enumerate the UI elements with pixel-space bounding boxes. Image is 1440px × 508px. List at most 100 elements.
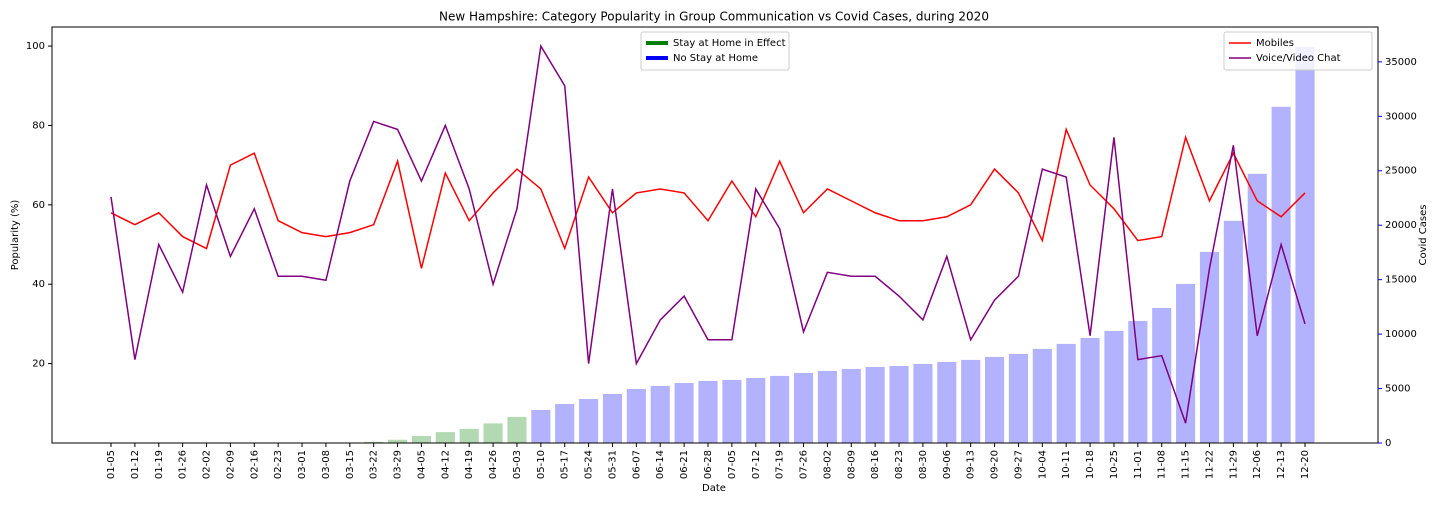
x-tick-label: 10-04: [1037, 450, 1048, 479]
x-tick-label: 11-29: [1228, 450, 1239, 479]
x-tick-label: 03-22: [369, 450, 380, 479]
y-tick-label: 100: [26, 41, 45, 52]
bar: [865, 366, 885, 443]
bar: [1008, 353, 1028, 443]
y-tick-label: 80: [32, 120, 45, 131]
y-tick-label: 20: [32, 359, 45, 370]
bar: [1247, 173, 1267, 443]
x-tick-label: 09-27: [1013, 450, 1024, 479]
x-tick-label: 06-21: [679, 450, 690, 479]
x-tick-label: 07-19: [775, 450, 786, 479]
plot-frame: [51, 26, 1379, 444]
bar: [435, 432, 455, 443]
bar: [770, 375, 790, 443]
bar: [507, 416, 527, 443]
bar: [746, 377, 766, 443]
x-tick-label: 07-12: [751, 450, 762, 479]
y-tick-label: 60: [32, 200, 45, 211]
bar: [1056, 343, 1076, 443]
x-tick-label: 05-17: [560, 450, 571, 479]
bar: [1104, 330, 1124, 443]
x-tick-label: 01-12: [130, 450, 141, 479]
bar: [937, 361, 957, 443]
x-tick-label: 05-10: [536, 450, 547, 479]
x-tick-label: 04-26: [488, 450, 499, 479]
bar: [650, 385, 670, 443]
bar: [411, 436, 431, 443]
bar: [1080, 337, 1100, 443]
bar: [961, 359, 981, 443]
bar: [722, 379, 742, 443]
x-tick-label: 02-16: [249, 450, 260, 479]
bar: [459, 428, 479, 443]
bar: [626, 388, 646, 443]
bar: [1199, 251, 1220, 443]
x-tick-label: 04-19: [464, 450, 475, 479]
x-tick-label: 05-31: [607, 450, 618, 479]
bar: [1271, 106, 1291, 443]
bar: [555, 404, 575, 443]
bar: [889, 366, 909, 443]
x-tick-label: 07-05: [727, 450, 738, 479]
legend-label: Mobiles: [1256, 38, 1294, 49]
bar: [1223, 220, 1243, 443]
x-tick-label: 11-01: [1133, 450, 1144, 479]
x-tick-label: 11-22: [1204, 450, 1215, 479]
x-tick-label: 07-26: [799, 450, 810, 479]
x-tick-label: 12-06: [1252, 450, 1263, 479]
x-tick-label: 03-08: [321, 450, 332, 479]
y2-tick-label: 25000: [1385, 166, 1417, 177]
x-tick-label: 08-16: [870, 450, 881, 479]
x-tick-label: 01-26: [178, 450, 189, 479]
y2-tick-label: 15000: [1385, 275, 1417, 286]
x-tick-label: 08-30: [918, 450, 929, 479]
y2-tick-label: 5000: [1385, 384, 1410, 395]
bar: [817, 370, 837, 443]
bar: [483, 423, 503, 443]
x-tick-label: 08-23: [894, 450, 905, 479]
y2-tick-label: 20000: [1385, 220, 1417, 231]
bar: [602, 393, 623, 443]
x-tick-label: 04-05: [416, 450, 427, 479]
x-tick-label: 08-02: [822, 450, 833, 479]
bar: [364, 441, 384, 443]
x-tick-label: 02-02: [202, 450, 213, 479]
x-tick-label: 01-05: [106, 450, 117, 479]
legend-label: Voice/Video Chat: [1256, 53, 1341, 64]
bar: [1128, 320, 1148, 443]
x-tick-label: 05-03: [512, 450, 523, 479]
x-tick-label: 12-20: [1300, 450, 1311, 479]
x-tick-label: 06-07: [631, 450, 642, 479]
chart-title: New Hampshire: Category Popularity in Gr…: [439, 10, 989, 24]
x-tick-label: 08-09: [846, 450, 857, 479]
legend-box: [1223, 31, 1373, 71]
legend-box: [640, 31, 790, 71]
bar: [698, 380, 718, 443]
x-tick-label: 09-13: [966, 450, 977, 479]
x-tick-label: 03-01: [297, 450, 308, 479]
x-tick-label: 06-14: [655, 450, 666, 479]
bar: [388, 439, 408, 443]
x-axis-label: Date: [702, 483, 726, 494]
x-tick-label: 03-15: [345, 450, 356, 479]
legend-label: No Stay at Home: [673, 53, 758, 64]
x-tick-label: 04-12: [440, 450, 451, 479]
x-tick-label: 01-19: [154, 450, 165, 479]
y2-axis-label: Covid Cases: [1418, 204, 1429, 265]
x-tick-label: 10-11: [1061, 450, 1072, 479]
bar: [674, 382, 694, 443]
y2-tick-label: 30000: [1385, 111, 1417, 122]
y2-tick-label: 0: [1385, 438, 1391, 449]
x-tick-label: 05-24: [584, 450, 595, 479]
x-tick-label: 11-08: [1157, 450, 1168, 479]
y2-tick-label: 10000: [1385, 329, 1417, 340]
y-axis-label: Popularity (%): [10, 200, 21, 271]
legend-label: Stay at Home in Effect: [673, 38, 786, 49]
bar: [793, 372, 814, 443]
x-tick-label: 09-06: [942, 450, 953, 479]
x-tick-label: 12-13: [1276, 450, 1287, 479]
x-tick-label: 02-09: [225, 450, 236, 479]
bar: [1032, 348, 1052, 443]
x-tick-label: 10-25: [1109, 450, 1120, 479]
